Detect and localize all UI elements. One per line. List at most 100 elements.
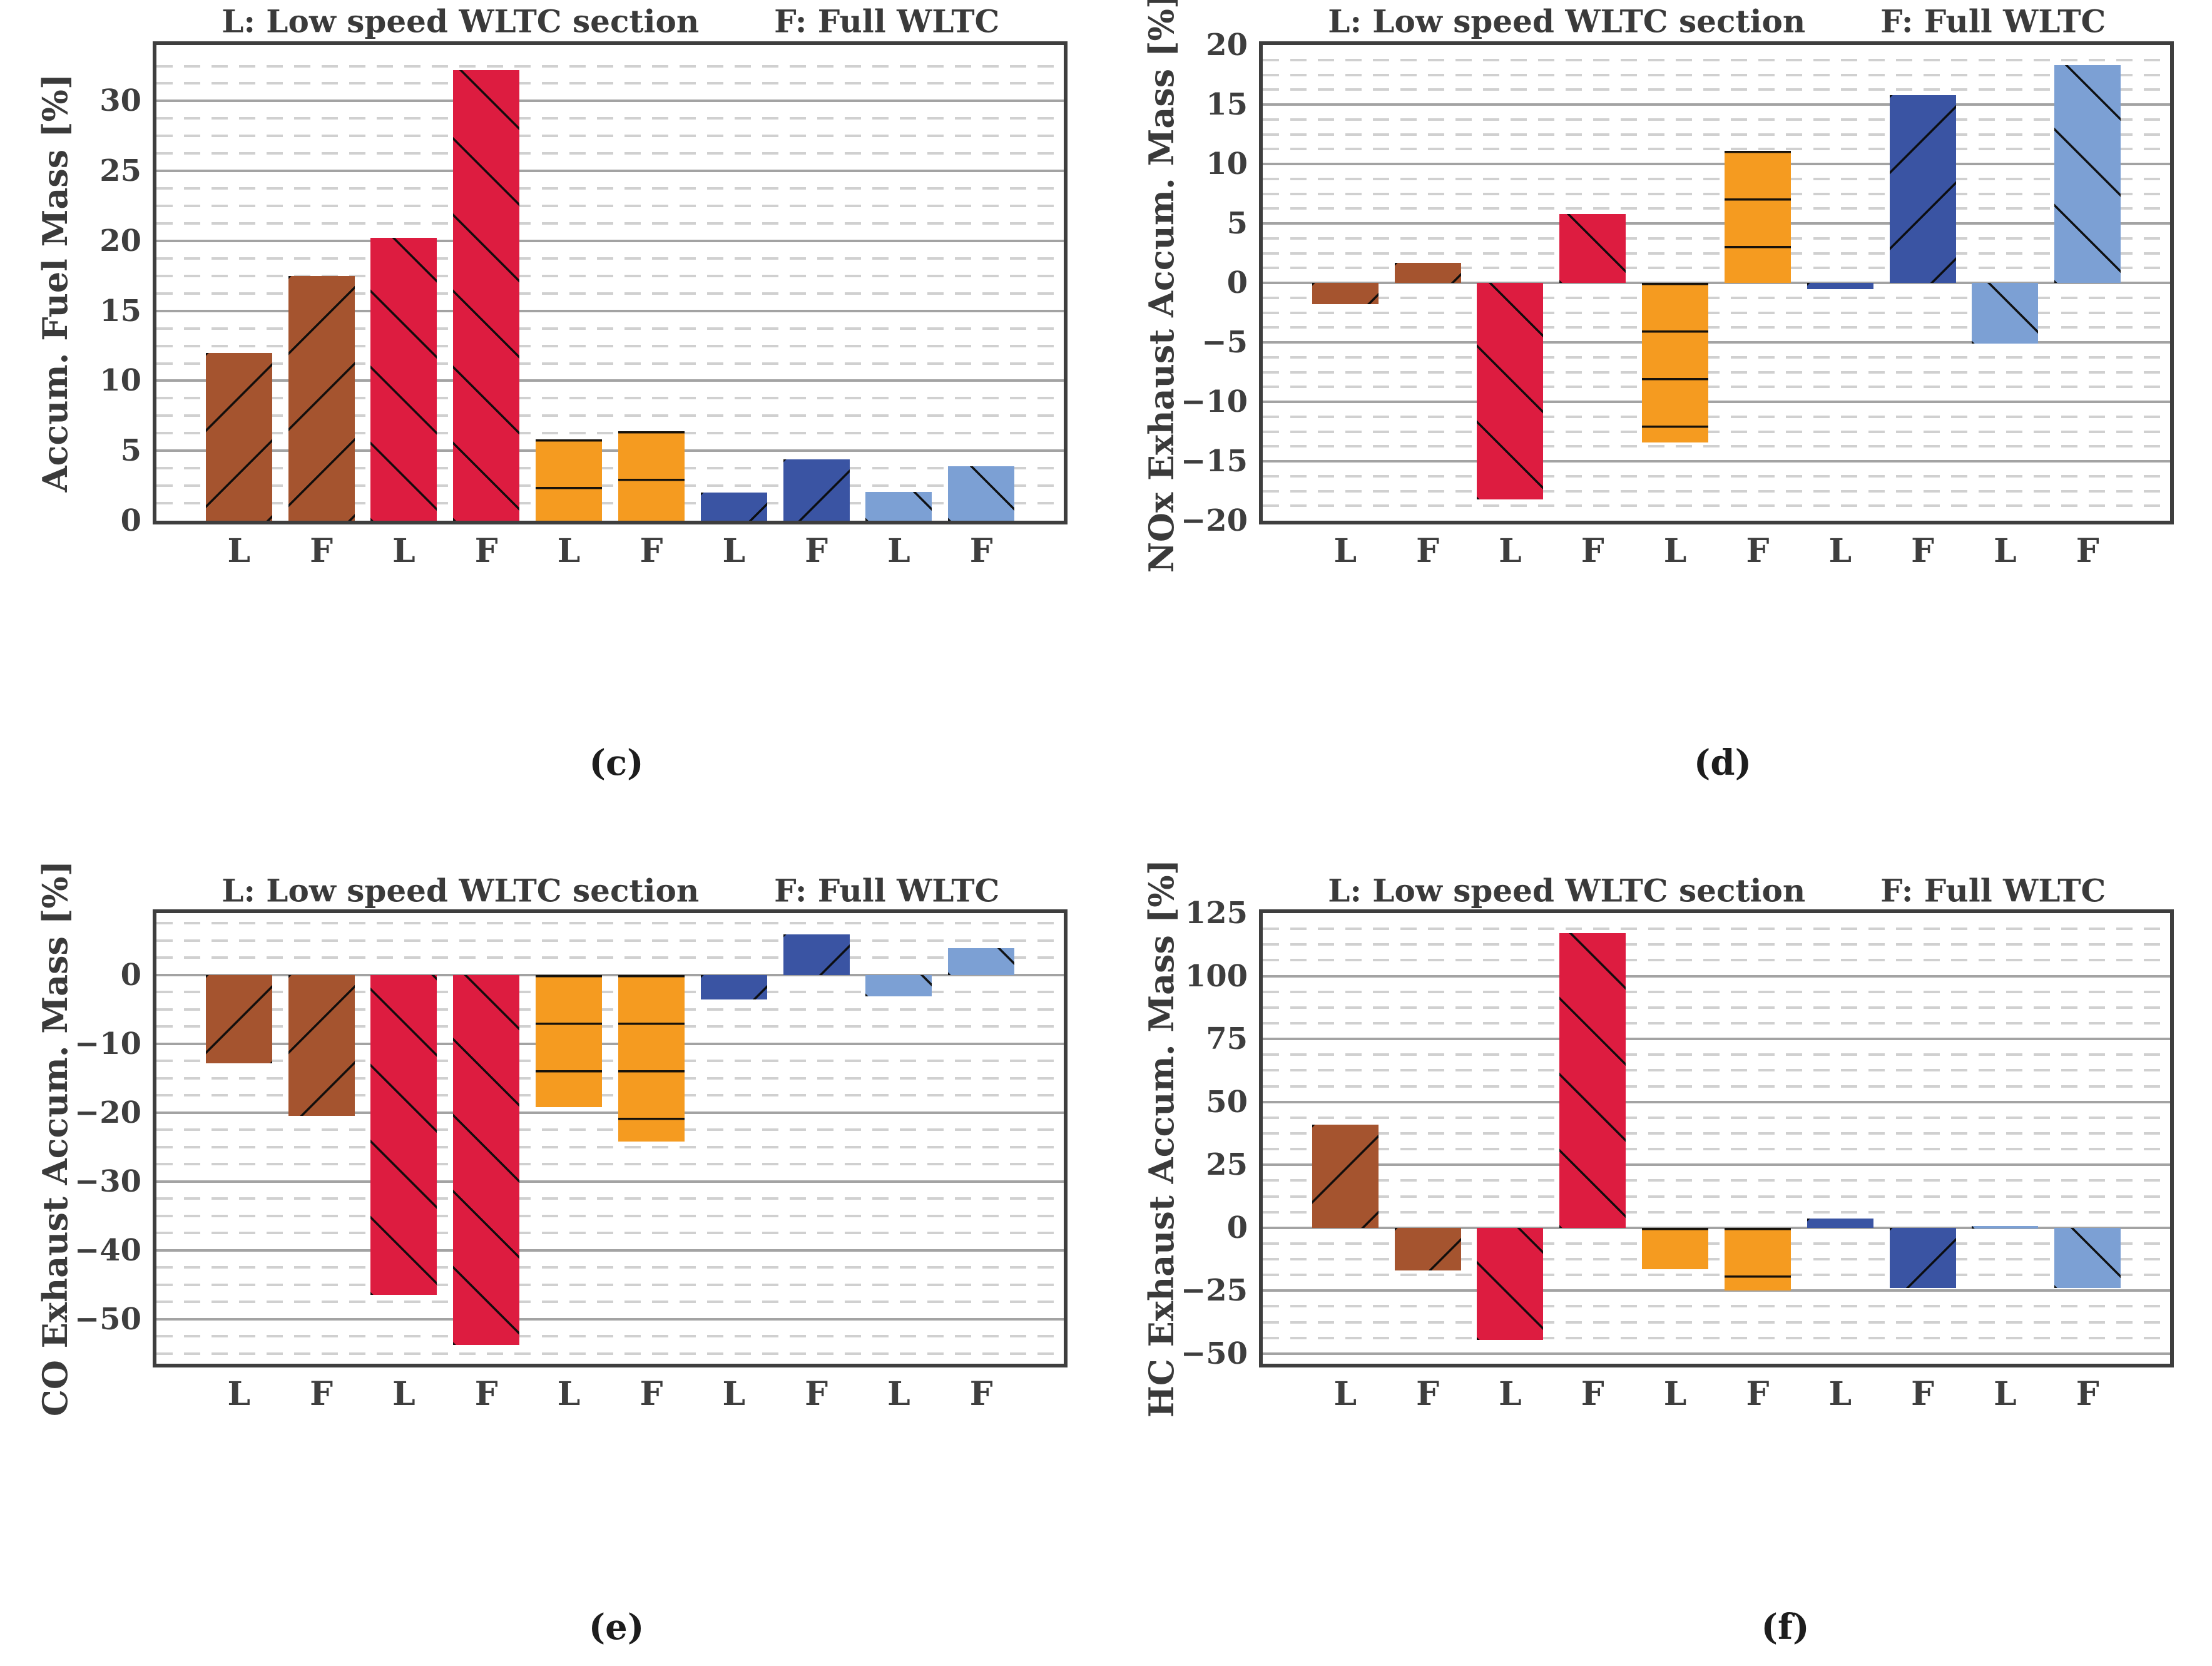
bar (700, 493, 767, 521)
bar (1394, 262, 1461, 283)
gridline-minor (1263, 1053, 2170, 1056)
gridline-major (1263, 341, 2170, 344)
bar (536, 439, 603, 521)
y-tick-label: 30 (99, 83, 141, 119)
bar (536, 974, 603, 1107)
gridline-minor (1263, 1258, 2170, 1261)
gridline-major (1263, 1038, 2170, 1041)
subplot-caption: (e) (588, 1607, 645, 1648)
gridline-minor (1263, 1179, 2170, 1182)
gridline-minor (156, 292, 1064, 295)
subplot-title-left: L: Low speed WLTC section (222, 3, 700, 40)
y-tick-label: −40 (74, 1232, 141, 1268)
gridline-minor (156, 1076, 1064, 1080)
gridline-minor (1263, 1305, 2170, 1308)
gridline-minor (1263, 118, 2170, 121)
x-tick-label: F (474, 1375, 498, 1413)
x-tick-label: L (1663, 532, 1687, 570)
gridline-minor (1263, 58, 2170, 61)
gridline-minor (1263, 928, 2170, 931)
gridline-minor (1263, 88, 2170, 91)
subplot-title-right: F: Full WLTC (774, 3, 1000, 40)
subplot-title-right: F: Full WLTC (1880, 3, 2106, 40)
gridline-minor (156, 1128, 1064, 1132)
gridline-major (156, 309, 1064, 312)
y-axis-label: Accum. Fuel Mass [%] (35, 73, 75, 493)
gridline-minor (156, 1008, 1064, 1011)
gridline-major (1263, 1163, 2170, 1167)
y-tick-label: −20 (74, 1095, 141, 1130)
bar (1477, 1227, 1544, 1340)
gridline-minor (1263, 207, 2170, 210)
gridline-minor (156, 484, 1064, 488)
y-tick-label: 10 (1206, 146, 1248, 181)
bar (453, 70, 520, 521)
gridline-minor (156, 274, 1064, 277)
bar (1972, 283, 2039, 344)
x-tick-label: L (1828, 1375, 1852, 1413)
gridline-minor (1263, 943, 2170, 946)
bar (1889, 1227, 1956, 1289)
y-tick-label: 20 (99, 223, 141, 258)
plot-area (1259, 909, 2174, 1367)
gridline-minor (156, 1266, 1064, 1269)
gridline-major (156, 379, 1064, 382)
x-tick-label: L (1994, 532, 2017, 570)
bar (1559, 933, 1626, 1228)
gridline-minor (156, 1025, 1064, 1028)
y-tick-label: −15 (1180, 444, 1248, 479)
gridline-minor (1263, 237, 2170, 240)
gridline-major (156, 1180, 1064, 1183)
gridline-major (1263, 282, 2170, 284)
gridline-minor (156, 187, 1064, 190)
bar (1559, 213, 1626, 283)
bar (1889, 95, 1956, 283)
bar (1394, 1227, 1461, 1271)
bar (783, 934, 850, 975)
gridline-minor (156, 64, 1064, 68)
gridline-major (156, 449, 1064, 452)
gridline-minor (1263, 1006, 2170, 1009)
x-tick-label: F (1416, 532, 1440, 570)
gridline-minor (1263, 311, 2170, 314)
gridline-minor (1263, 1021, 2170, 1025)
y-tick-label: 15 (99, 293, 141, 329)
gridline-minor (156, 117, 1064, 120)
gridline-minor (156, 135, 1064, 138)
gridline-minor (1263, 1210, 2170, 1214)
y-tick-label: 0 (120, 957, 141, 993)
x-tick-label: L (1333, 532, 1357, 570)
gridline-minor (1263, 73, 2170, 76)
x-tick-label: F (310, 532, 334, 570)
bar (370, 238, 437, 521)
bar (1312, 283, 1379, 305)
gridline-minor (1263, 371, 2170, 374)
bar (1807, 283, 1873, 289)
bar (370, 974, 437, 1295)
y-tick-label: 100 (1185, 958, 1248, 994)
y-tick-label: −20 (1180, 503, 1248, 538)
gridline-minor (1263, 1085, 2170, 1088)
gridline-major (156, 973, 1064, 976)
y-tick-label: 20 (1206, 28, 1248, 63)
bar (288, 974, 355, 1117)
gridline-minor (156, 956, 1064, 959)
bar (700, 974, 767, 1000)
x-tick-label: F (1581, 532, 1604, 570)
y-axis-label: HC Exhaust Accum. Mass [%] (1141, 859, 1181, 1418)
gridline-minor (1263, 192, 2170, 195)
y-tick-label: 25 (99, 153, 141, 189)
gridline-minor (156, 222, 1064, 225)
subplot-e: L: Low speed WLTC section F: Full WLTC C… (0, 833, 1106, 1666)
bar (2054, 65, 2121, 283)
bar (1477, 283, 1544, 499)
y-tick-label: 15 (1206, 87, 1248, 122)
x-tick-label: L (557, 1375, 581, 1413)
gridline-minor (156, 152, 1064, 155)
gridline-minor (156, 1094, 1064, 1097)
gridline-minor (1263, 959, 2170, 962)
gridline-minor (1263, 267, 2170, 270)
bar (1312, 1124, 1379, 1228)
gridline-minor (1263, 296, 2170, 299)
